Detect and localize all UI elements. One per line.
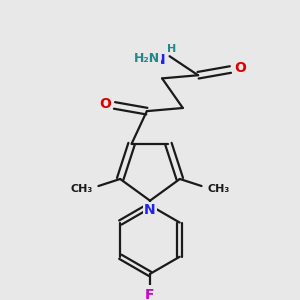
- Text: F: F: [145, 288, 155, 300]
- Text: N: N: [144, 203, 156, 217]
- Text: H: H: [167, 44, 176, 54]
- Text: N: N: [154, 53, 166, 67]
- Text: CH₃: CH₃: [207, 184, 230, 194]
- Text: O: O: [99, 97, 111, 110]
- Text: O: O: [234, 61, 246, 75]
- Text: H₂N: H₂N: [134, 52, 160, 64]
- Text: CH₃: CH₃: [70, 184, 93, 194]
